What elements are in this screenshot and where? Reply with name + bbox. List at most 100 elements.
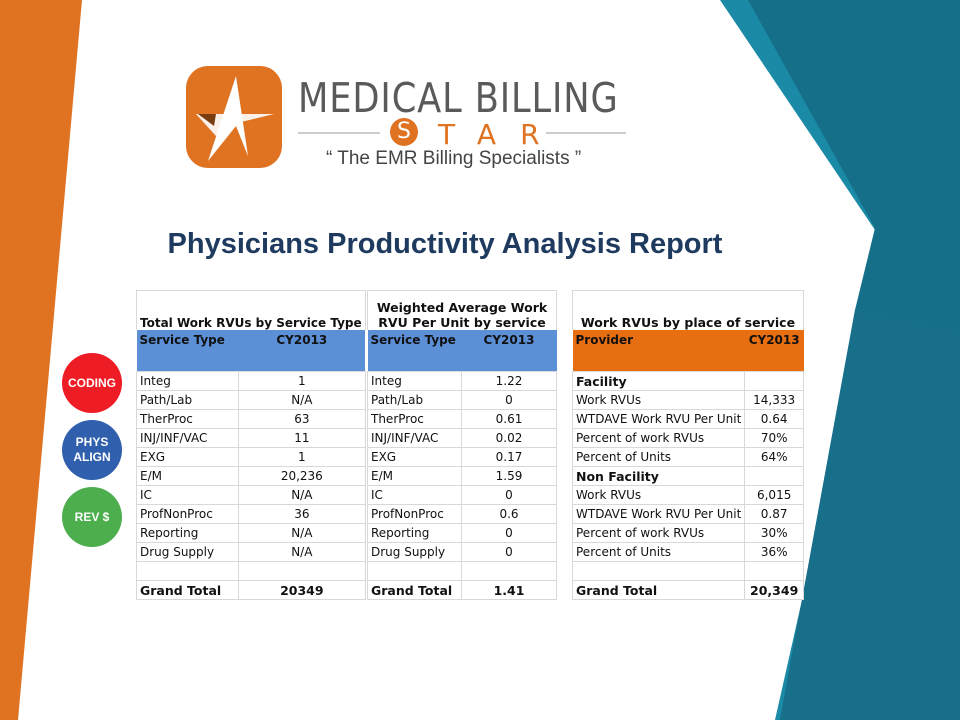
row-value: 0.17 [461, 447, 557, 467]
row-label: TherProc [367, 409, 462, 429]
table-row: EXG 1 [136, 447, 366, 467]
row-value: 0 [461, 390, 557, 410]
divider [298, 132, 380, 134]
row-label: INJ/INF/VAC [136, 428, 239, 448]
table-row: INJ/INF/VAC 0.02 [367, 428, 557, 448]
service-type-rvu-table: Total Work RVUs by Service Type Service … [136, 290, 366, 600]
row-label: Path/Lab [367, 390, 462, 410]
row-label: Percent of work RVUs [571, 428, 746, 448]
row-label: INJ/INF/VAC [367, 428, 462, 448]
row-label: EXG [367, 447, 462, 467]
grand-total-row: Grand Total 1.41 [367, 580, 557, 600]
row-value: 70% [744, 428, 804, 448]
table-row: Work RVUs 14,333 [571, 390, 804, 410]
orange-side-band [0, 0, 82, 720]
table-row: TherProc 0.61 [367, 409, 557, 429]
brand-logo: MEDICAL BILLING S TAR “ The EMR Billing S… [186, 66, 636, 176]
table-row: Non Facility [571, 466, 804, 486]
row-label: Work RVUs [571, 390, 746, 410]
table-caption: Weighted Average Work RVU Per Unit by ser… [367, 290, 557, 330]
place-of-service-table: Work RVUs by place of service Provider CY… [571, 290, 804, 600]
caption-line: Weighted Average Work [376, 300, 548, 315]
phys-align-label: PHYS ALIGN [73, 435, 111, 464]
row-label: ProfNonProc [136, 504, 239, 524]
table-row: WTDAVE Work RVU Per Unit 0.64 [571, 409, 804, 429]
row-label: Reporting [136, 523, 239, 543]
row-value: 1.59 [461, 466, 557, 486]
phys-align-button[interactable]: PHYS ALIGN [62, 420, 122, 480]
row-label: TherProc [136, 409, 239, 429]
table-row: Path/Lab 0 [367, 390, 557, 410]
column-header: Provider [572, 330, 745, 372]
row-label: E/M [367, 466, 462, 486]
table-row: IC N/A [136, 485, 366, 505]
row-value: 6,015 [744, 485, 804, 505]
blank-row [367, 561, 557, 581]
row-value: 1.22 [461, 371, 557, 391]
table-row: IC 0 [367, 485, 557, 505]
grand-total-value: 1.41 [461, 580, 557, 600]
row-value: 0.6 [461, 504, 557, 524]
row-label: Percent of Units [571, 542, 746, 562]
table-row: INJ/INF/VAC 11 [136, 428, 366, 448]
column-header: Service Type [367, 330, 462, 372]
row-value: 1 [238, 447, 366, 467]
table-row: ProfNonProc 36 [136, 504, 366, 524]
divider [546, 132, 626, 134]
column-header: CY2013 [461, 330, 557, 372]
blank-row [571, 561, 804, 581]
table-row: ProfNonProc 0.6 [367, 504, 557, 524]
row-value: 11 [238, 428, 366, 448]
rev-button[interactable]: REV $ [62, 487, 122, 547]
table-row: TherProc 63 [136, 409, 366, 429]
row-label: Percent of work RVUs [571, 523, 746, 543]
row-value: N/A [238, 485, 366, 505]
table-row: Percent of Units 64% [571, 447, 804, 467]
brand-tagline: “ The EMR Billing Specialists ” [326, 148, 582, 169]
row-value: 30% [744, 523, 804, 543]
grand-total-row: Grand Total 20349 [136, 580, 366, 600]
table-row: E/M 20,236 [136, 466, 366, 486]
row-value: 0 [461, 485, 557, 505]
coding-button[interactable]: CODING [62, 353, 122, 413]
row-value: 14,333 [744, 390, 804, 410]
row-label: Non Facility [571, 466, 746, 486]
table-row: Work RVUs 6,015 [571, 485, 804, 505]
row-label: Reporting [367, 523, 462, 543]
table-row: Percent of work RVUs 30% [571, 523, 804, 543]
table-row: E/M 1.59 [367, 466, 557, 486]
row-label: Work RVUs [571, 485, 746, 505]
blank-row [136, 561, 366, 581]
table-row: Facility [571, 371, 804, 391]
row-label: Integ [136, 371, 239, 391]
row-label: Percent of Units [571, 447, 746, 467]
column-header: Service Type [136, 330, 239, 372]
grand-total-row: Grand Total 20,349 [571, 580, 804, 600]
column-header: CY2013 [238, 330, 366, 372]
row-label: Facility [571, 371, 746, 391]
row-value: 36% [744, 542, 804, 562]
row-label: WTDAVE Work RVU Per Unit [571, 504, 746, 524]
row-value: 0.02 [461, 428, 557, 448]
row-value: 0.61 [461, 409, 557, 429]
table-row: Percent of work RVUs 70% [571, 428, 804, 448]
table-row: WTDAVE Work RVU Per Unit 0.87 [571, 504, 804, 524]
row-label: Drug Supply [136, 542, 239, 562]
row-value: N/A [238, 390, 366, 410]
grand-total-label: Grand Total [367, 580, 462, 600]
row-label: WTDAVE Work RVU Per Unit [571, 409, 746, 429]
table-row: Reporting N/A [136, 523, 366, 543]
blank-cell [461, 561, 557, 581]
brand-star: S TAR [390, 118, 564, 151]
row-label: ProfNonProc [367, 504, 462, 524]
table-row: Reporting 0 [367, 523, 557, 543]
table-row: Integ 1.22 [367, 371, 557, 391]
row-label: IC [136, 485, 239, 505]
row-label: IC [367, 485, 462, 505]
blank-cell [744, 561, 804, 581]
table-row: Path/Lab N/A [136, 390, 366, 410]
row-value: 20,236 [238, 466, 366, 486]
page-title: Physicians Productivity Analysis Report [167, 228, 723, 260]
row-label: Path/Lab [136, 390, 239, 410]
row-value: 0 [461, 542, 557, 562]
